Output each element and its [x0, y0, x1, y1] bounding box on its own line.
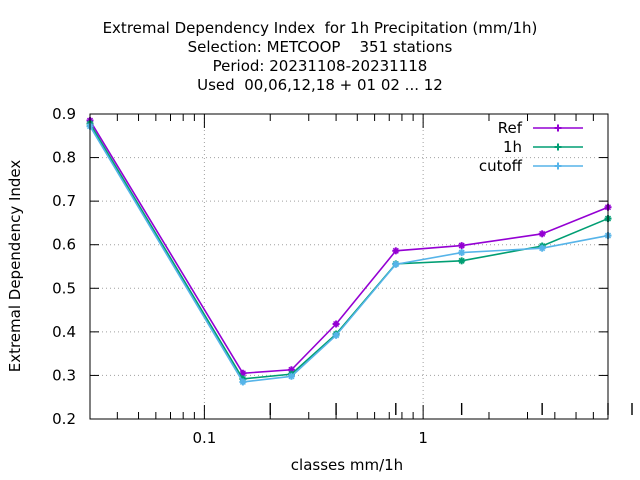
- y-axis-label: Extremal Dependency Index: [6, 160, 24, 373]
- series-Ref: [86, 117, 612, 377]
- data-point: [392, 260, 400, 268]
- y-tick-label: 0.4: [52, 323, 76, 341]
- grid-layer: [90, 114, 608, 419]
- y-tick-label: 0.3: [52, 366, 76, 384]
- series-line: [89, 120, 609, 375]
- point-marker-d2: [333, 332, 340, 339]
- y-tick-label: 0.6: [52, 236, 76, 254]
- series-cutoff: [86, 122, 612, 386]
- data-point: [239, 378, 247, 386]
- plot-frame: [89, 113, 609, 420]
- legend-label: Ref: [498, 119, 523, 137]
- point-marker-d2: [458, 249, 465, 256]
- series-line: [89, 123, 609, 380]
- data-point: [392, 247, 400, 255]
- legend-entry: cutoff: [479, 157, 583, 175]
- legend-entry: Ref: [498, 119, 583, 137]
- y-tick-label: 0.5: [52, 279, 76, 297]
- data-point: [458, 257, 466, 265]
- y-tick-label: 0.8: [52, 149, 76, 167]
- point-marker-d2: [458, 242, 465, 249]
- data-point: [458, 242, 466, 250]
- series-layer: [86, 117, 612, 386]
- chart-title-line-2: Selection: METCOOP 351 stations: [187, 38, 453, 56]
- x-tick-label: 0.1: [192, 429, 216, 447]
- legend-label: cutoff: [479, 157, 523, 175]
- data-point: [538, 230, 546, 238]
- point-marker-d2: [392, 261, 399, 268]
- point-marker-d2: [333, 320, 340, 328]
- chart-title-line-3: Period: 20231108-20231118: [212, 57, 428, 75]
- point-marker-d2: [239, 378, 246, 385]
- tick-layer: 0.2 0.3 0.4 0.5 0.6 0.7 0.8 0.9 0.1 1: [52, 105, 633, 447]
- point-marker-d2: [392, 247, 399, 254]
- chart-title-line-4: Used 00,06,12,18 + 01 02 ... 12: [197, 76, 443, 94]
- data-point: [458, 249, 466, 257]
- point-marker-d2: [539, 230, 546, 237]
- data-point: [287, 372, 295, 380]
- data-point: [332, 320, 340, 328]
- legend-label: 1h: [503, 138, 522, 156]
- x-tick-label: 1: [418, 429, 428, 447]
- chart-title-line-1: Extremal Dependency Index for 1h Precipi…: [102, 19, 538, 37]
- legend-entry: 1h: [503, 138, 583, 156]
- y-tick-label: 0.9: [52, 105, 76, 123]
- x-axis-label: classes mm/1h: [291, 456, 403, 474]
- y-tick-label: 0.7: [52, 192, 76, 210]
- y-tick-label: 0.2: [52, 410, 76, 428]
- point-marker-d2: [288, 373, 295, 380]
- data-point: [538, 244, 546, 252]
- point-marker-d2: [458, 257, 465, 264]
- label-layer: classes mm/1h Extremal Dependency Index: [6, 160, 403, 474]
- point-marker-d2: [539, 245, 546, 252]
- data-point: [332, 331, 340, 339]
- series-line: [89, 125, 609, 383]
